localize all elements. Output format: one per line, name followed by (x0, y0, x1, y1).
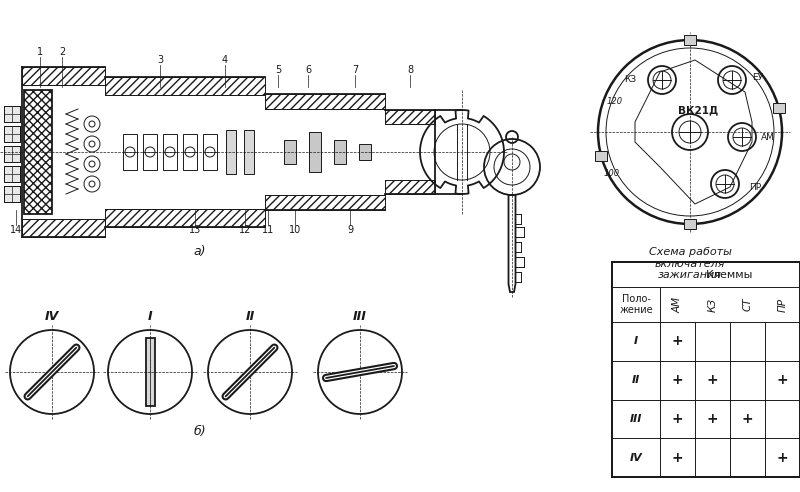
Text: IV: IV (45, 310, 59, 324)
Bar (684, 35, 696, 45)
Bar (595, 151, 607, 161)
Bar (612, 262, 800, 477)
Text: III: III (353, 310, 367, 324)
Text: б): б) (194, 426, 206, 438)
Text: 14: 14 (10, 225, 22, 235)
Bar (22, 67, 105, 85)
Bar (4, 166, 20, 182)
Text: 3: 3 (157, 55, 163, 65)
Text: 10: 10 (289, 225, 301, 235)
Text: а): а) (194, 246, 206, 258)
Bar (22, 219, 105, 237)
Text: 4: 4 (222, 55, 228, 65)
Text: СТ: СТ (742, 298, 753, 311)
Text: 9: 9 (347, 225, 353, 235)
Text: +: + (742, 412, 754, 426)
Text: ПР: ПР (778, 298, 787, 311)
Text: 2: 2 (59, 47, 65, 57)
Bar (4, 186, 20, 202)
Bar (4, 126, 20, 142)
Bar (105, 77, 265, 95)
Text: Схема работы
включателя
зажигания: Схема работы включателя зажигания (649, 247, 731, 280)
Text: АМ: АМ (673, 297, 682, 312)
Text: +: + (672, 412, 683, 426)
Bar (385, 180, 435, 194)
Text: 7: 7 (352, 65, 358, 75)
Text: КЗ: КЗ (624, 75, 636, 85)
Bar (163, 134, 177, 170)
Text: +: + (706, 373, 718, 387)
Bar (123, 134, 137, 170)
Bar (226, 130, 236, 174)
Text: +: + (777, 451, 788, 464)
Bar (4, 146, 20, 162)
Text: 5: 5 (275, 65, 281, 75)
Bar (105, 209, 265, 227)
Text: IV: IV (630, 453, 642, 462)
Bar (4, 186, 20, 202)
Bar (143, 134, 157, 170)
Text: +: + (777, 373, 788, 387)
Text: 8: 8 (407, 65, 413, 75)
Text: III: III (630, 414, 642, 424)
Bar (309, 132, 321, 172)
Text: 6: 6 (305, 65, 311, 75)
Text: ВК21Д: ВК21Д (678, 105, 718, 115)
Text: 1: 1 (37, 47, 43, 57)
FancyBboxPatch shape (146, 338, 154, 406)
Text: 13: 13 (189, 225, 201, 235)
Text: II: II (632, 375, 640, 385)
Text: Клеммы: Клеммы (706, 270, 754, 279)
Text: 12: 12 (239, 225, 251, 235)
Bar (24, 90, 52, 214)
Text: ЕУ: ЕУ (753, 72, 763, 82)
Bar (284, 140, 296, 164)
Bar (684, 219, 696, 229)
Bar (334, 140, 346, 164)
Bar (4, 166, 20, 182)
Text: +: + (706, 412, 718, 426)
Bar (4, 146, 20, 162)
Bar (4, 106, 20, 122)
Bar (203, 134, 217, 170)
Bar (4, 106, 20, 122)
Bar (244, 130, 254, 174)
Text: +: + (672, 335, 683, 348)
Text: АМ: АМ (761, 132, 775, 142)
Bar (773, 103, 785, 113)
Text: Поло-
жение: Поло- жение (619, 294, 653, 315)
Bar (265, 94, 385, 109)
Text: ПР: ПР (749, 183, 761, 191)
Text: I: I (148, 310, 152, 324)
Text: +: + (672, 451, 683, 464)
Text: КЗ: КЗ (707, 298, 718, 311)
Text: II: II (246, 310, 254, 324)
Text: 120: 120 (607, 97, 623, 106)
Bar (385, 110, 435, 124)
Bar (359, 144, 371, 160)
Bar (183, 134, 197, 170)
Text: 100: 100 (604, 170, 620, 179)
Text: I: I (634, 337, 638, 346)
Bar (4, 126, 20, 142)
Text: 11: 11 (262, 225, 274, 235)
Bar (265, 195, 385, 210)
Text: +: + (672, 373, 683, 387)
